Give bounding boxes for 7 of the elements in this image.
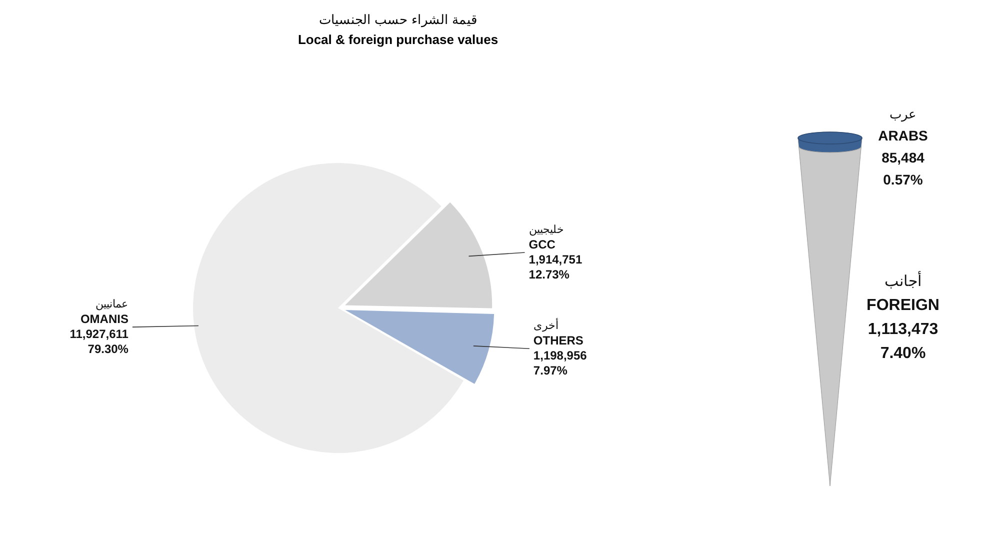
data-label: 1,113,473 7.40% (868, 321, 938, 362)
data-label: 1,914,751 12.73% (528, 252, 582, 282)
chart-subtitle: Local & foreign purchase values (296, 32, 500, 47)
chart-title: قيمة الشراء حسب الجنسيات (318, 12, 478, 27)
data-label: 11,927,611 79.30% (70, 326, 129, 356)
data-label: 85,484 0.57% (882, 150, 925, 188)
data-label: 1,198,956 7.97% (533, 348, 588, 378)
